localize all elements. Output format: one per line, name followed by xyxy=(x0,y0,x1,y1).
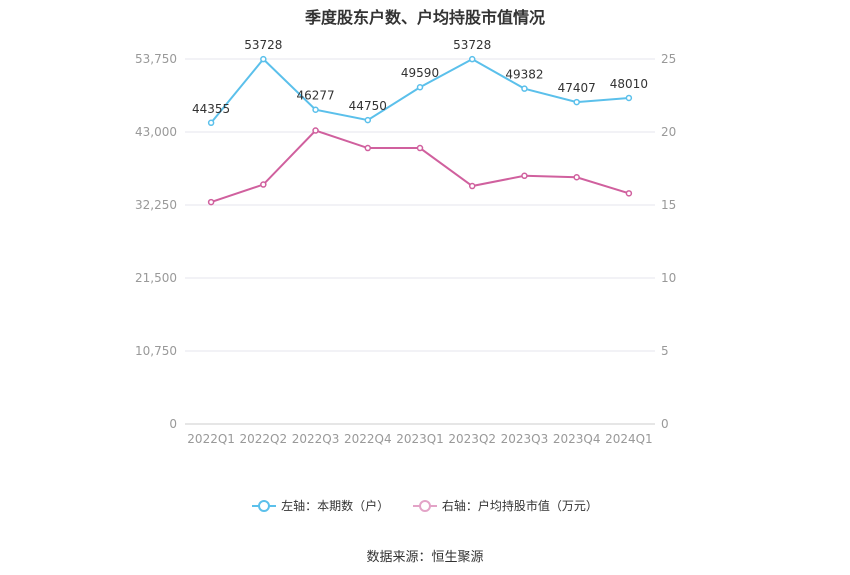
data-label: 44750 xyxy=(349,99,387,113)
data-point-left xyxy=(312,106,319,113)
x-tick-label: 2023Q1 xyxy=(396,432,444,446)
data-point-left xyxy=(625,94,633,102)
right-tick-label: 10 xyxy=(661,271,676,285)
legend: 左轴：本期数（户） 右轴：户均持股市值（万元） xyxy=(0,497,850,516)
data-point-right xyxy=(312,127,319,134)
x-tick-label: 2022Q2 xyxy=(240,432,288,446)
legend-marker-left-icon xyxy=(252,499,277,512)
x-tick-label: 2022Q4 xyxy=(344,432,392,446)
right-tick-label: 15 xyxy=(661,198,676,212)
data-point-right xyxy=(364,144,372,152)
data-point-left xyxy=(207,119,215,127)
data-label: 49590 xyxy=(401,66,439,80)
left-tick-label: 10,750 xyxy=(135,344,177,358)
data-point-right xyxy=(521,172,528,180)
data-label: 44355 xyxy=(192,102,230,116)
data-label: 53728 xyxy=(453,38,491,52)
data-point-left xyxy=(521,85,528,92)
data-label: 47407 xyxy=(558,81,596,95)
data-label: 46277 xyxy=(296,89,334,103)
left-tick-label: 53,750 xyxy=(135,52,177,66)
data-point-left xyxy=(573,98,580,106)
data-point-right xyxy=(260,181,267,188)
legend-label-right-series: 右轴：户均持股市值（万元） xyxy=(441,499,598,513)
left-tick-label: 21,500 xyxy=(135,271,177,285)
right-tick-label: 0 xyxy=(661,417,669,431)
data-point-right xyxy=(573,174,580,181)
right-tick-label: 25 xyxy=(661,52,676,66)
data-point-left xyxy=(416,83,424,91)
x-tick-label: 2022Q3 xyxy=(292,432,340,446)
legend-item-right-series[interactable]: 右轴：户均持股市值（万元） xyxy=(412,497,598,514)
legend-label-left-series: 左轴：本期数（户） xyxy=(281,499,390,513)
data-point-left xyxy=(364,116,372,124)
data-label: 48010 xyxy=(610,77,648,91)
data-point-right xyxy=(625,190,633,197)
x-tick-label: 2024Q1 xyxy=(605,432,653,446)
right-tick-label: 20 xyxy=(661,125,676,139)
legend-marker-right-icon xyxy=(412,499,437,512)
data-point-right xyxy=(416,144,424,152)
data-label: 49382 xyxy=(505,68,543,82)
data-source: 数据来源：恒生聚源 xyxy=(366,550,484,565)
data-point-left xyxy=(468,55,476,63)
data-point-right xyxy=(207,198,215,206)
data-point-left xyxy=(260,55,267,63)
chart-title: 季度股东户数、户均持股市值情况 xyxy=(304,8,545,27)
x-tick-label: 2022Q1 xyxy=(187,432,235,446)
x-tick-label: 2023Q4 xyxy=(553,432,601,446)
x-tick-label: 2023Q3 xyxy=(501,432,549,446)
legend-item-left-series[interactable]: 左轴：本期数（户） xyxy=(252,497,389,514)
x-tick-label: 2023Q2 xyxy=(448,432,496,446)
left-tick-label: 32,250 xyxy=(135,198,177,212)
data-point-right xyxy=(468,182,476,190)
series-line-right xyxy=(210,129,630,204)
data-label: 53728 xyxy=(244,38,282,52)
right-tick-label: 5 xyxy=(661,344,669,358)
left-tick-label: 43,000 xyxy=(135,125,177,139)
left-tick-label: 0 xyxy=(169,417,177,431)
